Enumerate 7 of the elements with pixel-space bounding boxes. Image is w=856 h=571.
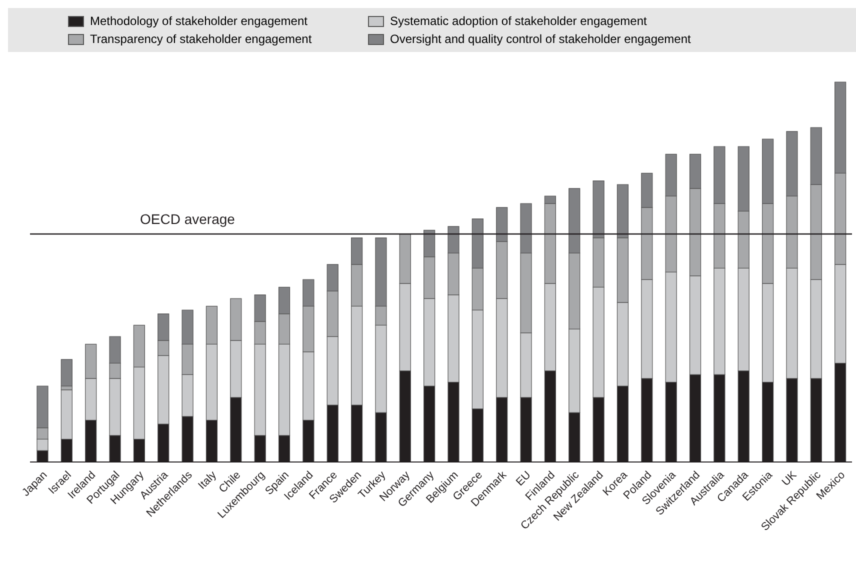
ref-line-label: OECD average [140,211,236,227]
bar [60,359,72,386]
legend-label: Methodology of stakeholder engagement [90,14,308,28]
legend-label: Systematic adoption of stakeholder engagement [390,14,647,28]
legend-label: Oversight and quality control of stakeholder engagement [390,32,691,46]
legend-label: Transparency of stakeholder engagement [90,32,312,46]
x-tick-label: Italy [196,468,220,492]
